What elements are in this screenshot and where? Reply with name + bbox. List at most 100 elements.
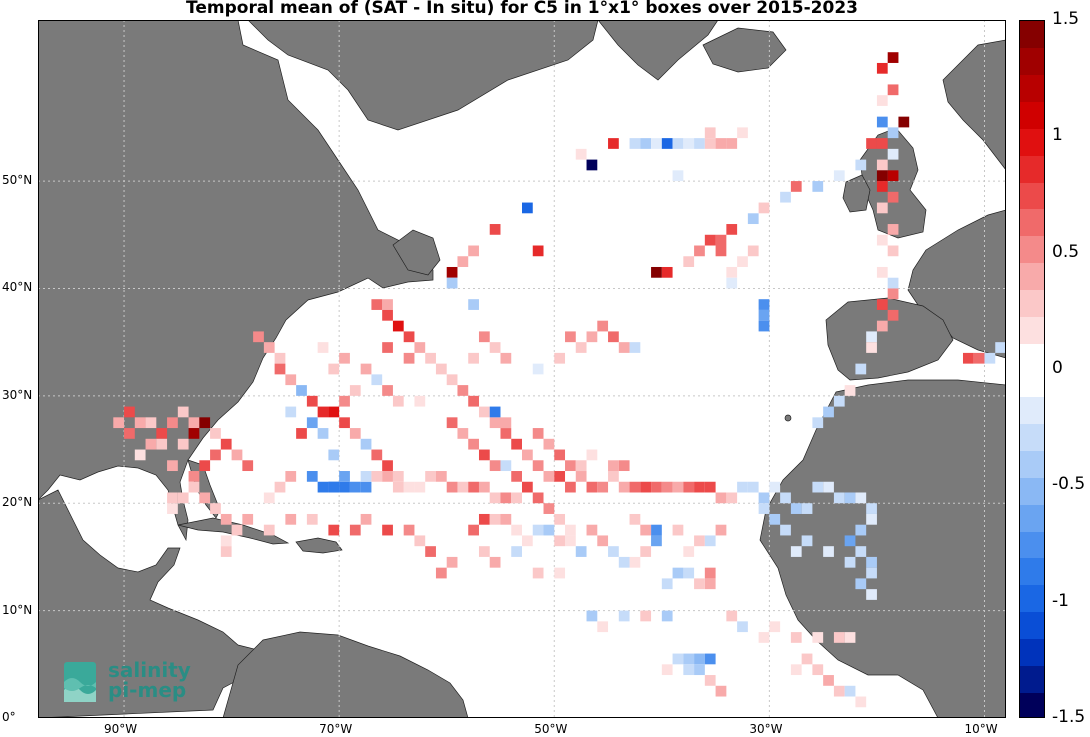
data-cell <box>597 481 609 493</box>
data-cell <box>737 481 748 493</box>
colorbar-step <box>1020 504 1044 532</box>
colorbar-step <box>1020 638 1044 666</box>
data-cell <box>522 449 533 461</box>
data-cell <box>317 406 329 418</box>
data-cell <box>726 277 738 289</box>
data-cell <box>661 610 673 622</box>
data-cell <box>618 460 630 472</box>
data-cell <box>833 170 845 182</box>
data-cell <box>801 653 813 665</box>
data-cell <box>758 492 770 504</box>
data-cell <box>737 621 748 633</box>
data-cell <box>758 299 770 310</box>
data-cell <box>543 524 555 536</box>
data-cell <box>220 546 232 557</box>
data-cell <box>683 138 695 149</box>
data-cell <box>608 138 619 149</box>
data-cell <box>478 331 490 343</box>
data-cell <box>360 513 372 525</box>
data-cell <box>382 299 393 310</box>
data-cell <box>446 481 458 493</box>
data-cell <box>640 610 652 622</box>
data-cell <box>876 266 888 278</box>
land-south-america <box>222 631 469 718</box>
data-cell <box>134 449 146 461</box>
salinity-pimep-logo: salinity pi-mep <box>60 658 210 706</box>
data-cell <box>683 567 695 579</box>
data-cell <box>844 632 856 643</box>
lat-tick-label: 10°N <box>2 602 33 617</box>
colorbar-tick-label: 0.5 <box>1052 241 1080 262</box>
data-cell <box>726 610 738 622</box>
data-cell <box>812 664 824 676</box>
data-cell <box>220 438 232 450</box>
colorbar-step <box>1020 584 1044 613</box>
data-cell <box>640 138 652 149</box>
data-cell <box>608 546 619 557</box>
colorbar-step <box>1020 316 1044 344</box>
data-cell <box>382 342 393 353</box>
data-cell <box>522 535 533 547</box>
data-cell <box>887 170 899 182</box>
map-border <box>38 20 1006 718</box>
colorbar-step <box>1020 155 1044 183</box>
data-cell <box>704 234 716 246</box>
data-cell <box>855 546 867 557</box>
data-cell <box>790 546 802 557</box>
data-cell <box>876 159 888 171</box>
data-cell <box>349 385 361 396</box>
data-cell <box>285 374 297 386</box>
data-cell <box>866 503 877 514</box>
data-cell <box>500 352 512 364</box>
data-cell <box>586 610 598 622</box>
data-cell <box>683 653 695 665</box>
data-cell <box>263 492 275 504</box>
data-cell <box>855 492 867 504</box>
data-cell <box>489 406 501 418</box>
data-cell <box>586 481 598 493</box>
data-cell <box>758 503 770 514</box>
data-cell <box>468 245 479 257</box>
logo-text-pimep: pi-mep <box>108 678 187 702</box>
data-cell <box>296 428 307 439</box>
data-cell <box>425 546 436 557</box>
data-cell <box>145 417 157 429</box>
data-cell <box>844 556 856 568</box>
data-cell <box>446 417 458 429</box>
colorbar-step <box>1020 477 1044 505</box>
data-cell <box>769 621 781 633</box>
data-cell <box>565 460 576 472</box>
data-cell <box>737 256 748 267</box>
data-cell <box>823 481 834 493</box>
data-cell <box>651 524 662 536</box>
data-cell <box>651 138 662 149</box>
data-cell <box>199 460 211 472</box>
data-cell <box>801 503 813 514</box>
data-cell <box>231 524 243 536</box>
data-cell <box>704 535 716 547</box>
data-cell <box>468 481 479 493</box>
data-cell <box>554 471 566 482</box>
data-cell <box>812 632 824 643</box>
data-cell <box>382 385 393 396</box>
data-cell <box>403 352 415 364</box>
lat-tick-label: 40°N <box>2 280 33 295</box>
map-canvas[interactable] <box>38 20 1006 718</box>
data-cell <box>532 567 544 579</box>
data-cell <box>887 191 899 203</box>
data-cell <box>887 224 899 235</box>
data-cell <box>715 245 727 257</box>
data-cell <box>167 460 178 472</box>
data-cell <box>661 138 673 149</box>
data-cell <box>780 524 791 536</box>
data-cell <box>608 331 619 343</box>
data-cell <box>672 524 684 536</box>
data-cell <box>543 471 555 482</box>
data-cell <box>468 524 479 536</box>
data-cell <box>167 492 178 504</box>
data-cell <box>339 471 350 482</box>
map-panel[interactable] <box>38 20 1006 718</box>
data-cell <box>425 471 436 482</box>
data-cell <box>220 513 232 525</box>
data-cell <box>274 481 286 493</box>
